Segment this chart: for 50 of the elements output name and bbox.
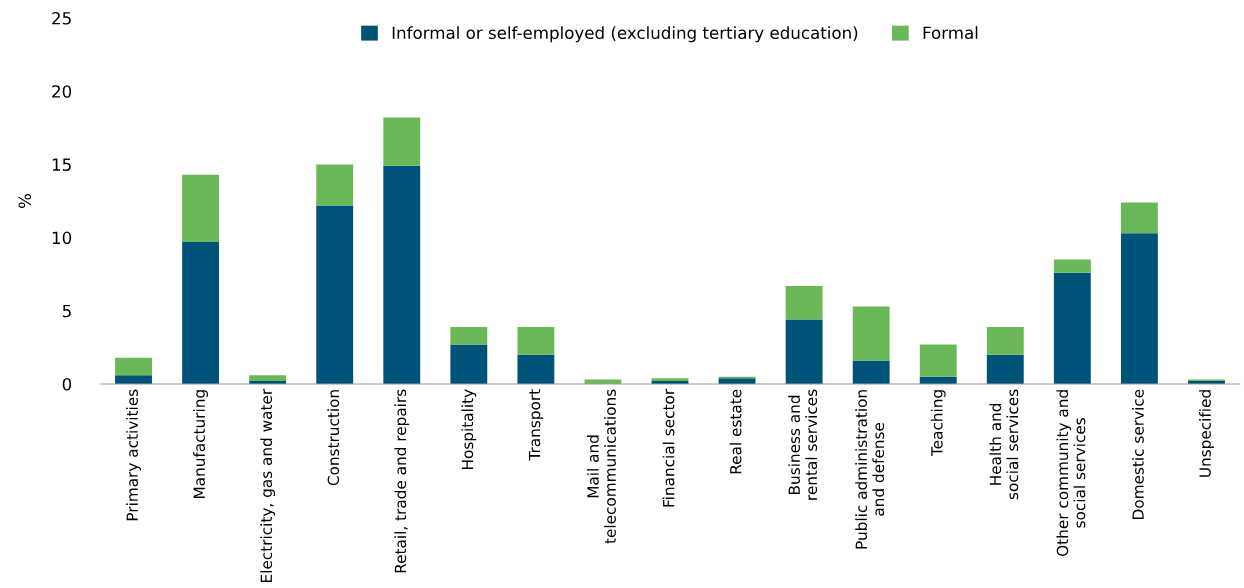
x-tick-label: Construction <box>327 390 340 486</box>
bar <box>450 326 488 345</box>
bar <box>182 241 220 384</box>
bar <box>986 354 1024 384</box>
y-axis-title: % <box>18 194 32 208</box>
x-tick-label: Manufacturing <box>193 390 208 498</box>
bar <box>785 285 823 320</box>
x-tick-label: Transport <box>528 389 544 461</box>
x-tick-label: Health and social services <box>989 389 1019 500</box>
y-tick-label: 10 <box>52 231 72 245</box>
legend-label: Formal <box>923 26 978 40</box>
bar <box>1120 202 1158 234</box>
bar <box>1120 233 1158 384</box>
bar <box>316 164 354 206</box>
bar <box>115 375 152 384</box>
x-tick-label: Retail, trade and repairs <box>394 389 410 573</box>
x-tick-label: Primary activities <box>126 389 141 521</box>
x-tick-label: Other community and social services <box>1056 390 1086 556</box>
bar <box>115 357 152 376</box>
x-tick-label: Domestic service <box>1132 389 1144 519</box>
bar <box>182 174 220 242</box>
bar <box>1053 259 1091 273</box>
x-tick-label: Teaching <box>930 390 946 457</box>
x-tick-label: Real estate <box>729 389 742 474</box>
y-tick-label: 25 <box>52 11 71 25</box>
bar <box>852 360 890 384</box>
bar <box>852 306 890 361</box>
bar <box>986 326 1024 355</box>
y-tick-label: 20 <box>52 85 72 98</box>
x-tick-label: Hospitality <box>461 389 477 469</box>
bar <box>1053 272 1091 384</box>
x-tick-label: Business and rental services <box>788 389 818 500</box>
bar <box>450 344 488 384</box>
legend-label: Informal or self-employed (excluding tertiary education) <box>392 26 858 43</box>
bar <box>919 344 957 377</box>
bar <box>383 165 421 384</box>
bar <box>383 117 421 166</box>
bar <box>785 319 823 384</box>
x-tick-label: Public administration and defense <box>855 390 885 549</box>
y-tick-label: 5 <box>62 304 71 318</box>
x-tick-label: Unspecified <box>1199 390 1214 477</box>
y-tick-label: 0 <box>62 377 72 391</box>
bar <box>517 354 555 384</box>
x-tick-label: Mail and telecommunications <box>586 389 616 544</box>
x-tick-label: Financial sector <box>662 388 675 507</box>
bar <box>316 205 354 384</box>
x-tick-label: Electricity, gas and water <box>260 388 276 582</box>
y-tick-label: 15 <box>52 158 71 171</box>
bar <box>249 375 287 382</box>
bar <box>517 326 555 355</box>
